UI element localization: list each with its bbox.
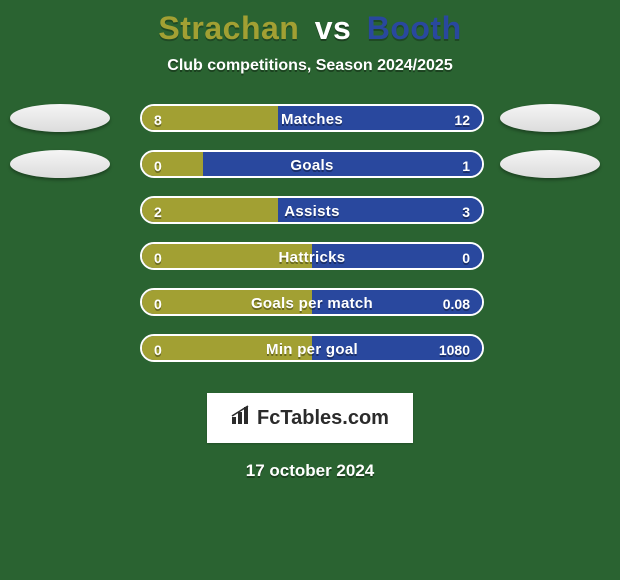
page-title: Strachan vs Booth <box>0 0 620 47</box>
stat-bar: Min per goal0 1080 <box>140 334 484 362</box>
date-text: 17 october 2024 <box>0 461 620 481</box>
team-badge-right <box>500 150 600 178</box>
stat-value-right: 0.08 <box>443 290 470 316</box>
stat-value-left: 2 <box>154 198 162 224</box>
comparison-rows: Matches812Goals01Assists23Hattricks00Goa… <box>0 103 620 379</box>
stat-value-right: 1 <box>462 152 470 178</box>
bars-icon <box>231 405 253 431</box>
comparison-row: Goals per match0 0.08 <box>0 287 620 333</box>
stat-value-right: 3 <box>462 198 470 224</box>
stat-label: Matches <box>142 106 482 132</box>
stat-bar: Matches8 12 <box>140 104 484 132</box>
stat-label: Min per goal <box>142 336 482 362</box>
comparison-row: Matches8 12 <box>0 103 620 149</box>
comparison-row: Min per goal0 1080 <box>0 333 620 379</box>
stat-bar: Assists2 3 <box>140 196 484 224</box>
stat-value-left: 0 <box>154 290 162 316</box>
stat-label: Assists <box>142 198 482 224</box>
stat-bar: Goals per match0 0.08 <box>140 288 484 316</box>
title-player2: Booth <box>367 10 462 46</box>
stat-label: Goals per match <box>142 290 482 316</box>
subtitle: Club competitions, Season 2024/2025 <box>0 57 620 75</box>
stat-bar: Goals0 1 <box>140 150 484 178</box>
team-badge-left <box>10 104 110 132</box>
logo-text: FcTables.com <box>257 407 389 430</box>
team-badge-left <box>10 150 110 178</box>
stat-value-left: 0 <box>154 152 162 178</box>
title-player1: Strachan <box>158 10 299 46</box>
comparison-infographic: Strachan vs Booth Club competitions, Sea… <box>0 0 620 580</box>
stat-value-right: 12 <box>454 106 470 132</box>
comparison-row: Goals0 1 <box>0 149 620 195</box>
stat-value-right: 0 <box>462 244 470 270</box>
stat-value-left: 0 <box>154 336 162 362</box>
logo: FcTables.com <box>231 405 389 431</box>
logo-box: FcTables.com <box>207 393 413 443</box>
stat-label: Hattricks <box>142 244 482 270</box>
comparison-row: Hattricks0 0 <box>0 241 620 287</box>
team-badge-right <box>500 104 600 132</box>
stat-value-left: 0 <box>154 244 162 270</box>
stat-bar: Hattricks0 0 <box>140 242 484 270</box>
stat-label: Goals <box>142 152 482 178</box>
stat-value-right: 1080 <box>439 336 470 362</box>
comparison-row: Assists2 3 <box>0 195 620 241</box>
stat-value-left: 8 <box>154 106 162 132</box>
title-vs: vs <box>315 10 352 46</box>
